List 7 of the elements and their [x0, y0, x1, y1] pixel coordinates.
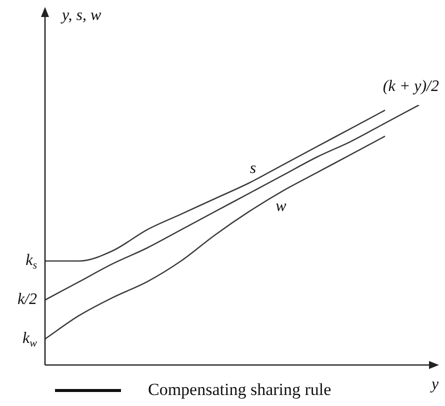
x-axis-title: y [429, 376, 440, 394]
text: Compensating sharing rule [148, 380, 332, 400]
text: y, s, w [60, 7, 102, 24]
series-label: (k + y)/2 [382, 78, 440, 96]
series-label: s [250, 160, 256, 178]
text: k/2 [17, 291, 37, 308]
series-label: w [276, 198, 287, 216]
